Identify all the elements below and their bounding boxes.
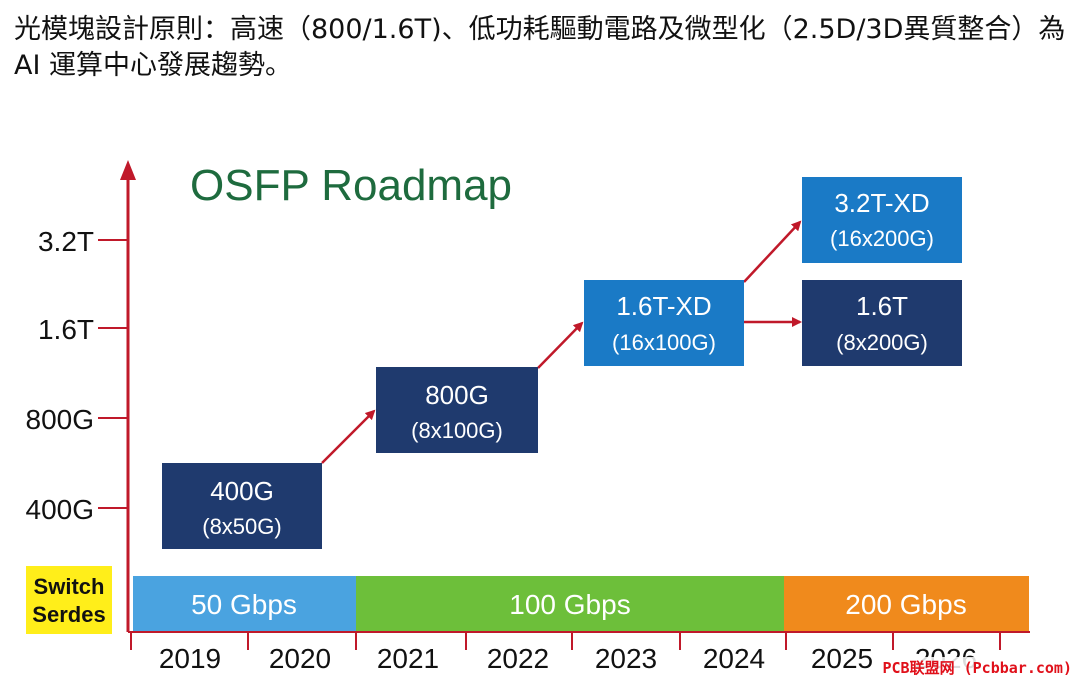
serdes-band-200g [784,576,1029,632]
node-1.6t: 1.6T (8x200G) [802,280,962,366]
node-subtitle: (8x50G) [202,514,281,539]
node-subtitle: (8x100G) [411,418,503,443]
node-400g: 400G (8x50G) [162,463,322,549]
y-tick-label: 800G [26,404,95,435]
year-label: 2025 [811,643,873,674]
serdes-band-100g [356,576,784,632]
serdes-label-line1: Switch [34,574,105,599]
node-1.6t-xd: 1.6T-XD (16x100G) [584,280,744,366]
serdes-label-box [26,566,112,634]
serdes-band-label: 200 Gbps [845,589,966,620]
diagram-title: OSFP Roadmap [190,161,512,210]
arrow-400g-to-800g [321,409,376,464]
serdes-band-50g [133,576,356,632]
year-label: 2023 [595,643,657,674]
node-subtitle: (16x100G) [612,330,716,355]
y-tick-label: 400G [26,494,95,525]
node-title: 3.2T-XD [834,188,929,218]
year-label: 2020 [269,643,331,674]
y-tick-3.2t: 3.2T [38,226,128,257]
y-axis-arrowhead [120,160,136,180]
serdes-label-line2: Serdes [32,602,105,627]
year-label: 2021 [377,643,439,674]
arrow-1.6t-xd-to-3.2t-xd [743,220,802,283]
year-separators [130,632,1001,650]
page-caption: 光模塊設計原則：高速（800/1.6T)、低功耗驅動電路及微型化（2.5D/3D… [14,14,1066,81]
arrow-800g-to-1.6t-xd [537,321,584,369]
node-subtitle: (8x200G) [836,330,928,355]
year-label: 2022 [487,643,549,674]
node-title: 1.6T [856,291,908,321]
node-title: 1.6T-XD [616,291,711,321]
watermark: PCB联盟网 (Pcbbar.com) [880,657,1074,678]
y-tick-400g: 400G [26,494,128,525]
y-tick-800g: 800G [26,404,128,435]
y-tick-label: 1.6T [38,314,94,345]
node-subtitle: (16x200G) [830,226,934,251]
node-3.2t-xd: 3.2T-XD (16x200G) [802,177,962,263]
node-800g: 800G (8x100G) [376,367,538,453]
y-tick-label: 3.2T [38,226,94,257]
node-title: 400G [210,476,274,506]
serdes-band-label: 100 Gbps [509,589,630,620]
y-tick-1.6t: 1.6T [38,314,128,345]
year-label: 2024 [703,643,765,674]
node-title: 800G [425,380,489,410]
serdes-band-label: 50 Gbps [191,589,297,620]
year-label: 2019 [159,643,221,674]
